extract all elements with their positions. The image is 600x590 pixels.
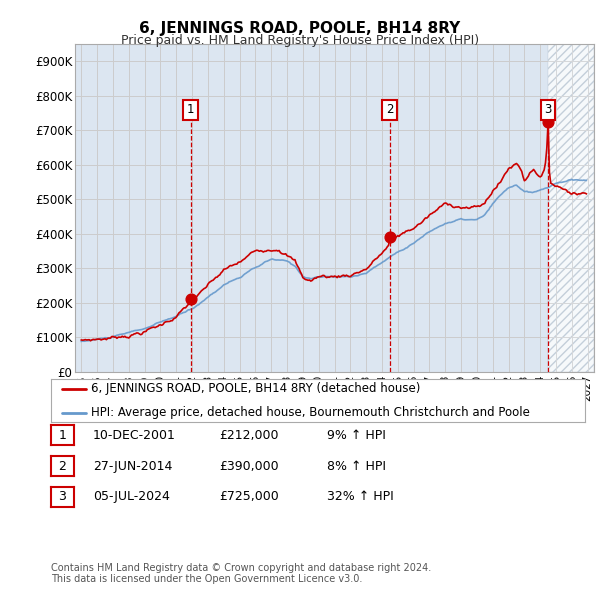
Text: £212,000: £212,000 [219,429,278,442]
Text: 3: 3 [545,103,552,116]
Text: 9% ↑ HPI: 9% ↑ HPI [327,429,386,442]
Point [385,232,395,242]
Text: 1: 1 [187,103,194,116]
Text: Price paid vs. HM Land Registry's House Price Index (HPI): Price paid vs. HM Land Registry's House … [121,34,479,47]
Text: 2: 2 [58,460,67,473]
Text: 2: 2 [386,103,394,116]
Text: 27-JUN-2014: 27-JUN-2014 [93,460,172,473]
Text: £390,000: £390,000 [219,460,278,473]
Text: Contains HM Land Registry data © Crown copyright and database right 2024.: Contains HM Land Registry data © Crown c… [51,563,431,573]
Bar [548,44,594,372]
Text: 32% ↑ HPI: 32% ↑ HPI [327,490,394,503]
Bar [548,44,594,372]
Text: £725,000: £725,000 [219,490,279,503]
Text: 1: 1 [58,429,67,442]
Text: 6, JENNINGS ROAD, POOLE, BH14 8RY (detached house): 6, JENNINGS ROAD, POOLE, BH14 8RY (detac… [91,382,421,395]
Text: 3: 3 [58,490,67,503]
Bar [191,44,390,372]
Bar [548,44,594,372]
Text: 05-JUL-2024: 05-JUL-2024 [93,490,170,503]
Point [186,294,196,303]
Text: 10-DEC-2001: 10-DEC-2001 [93,429,176,442]
Text: This data is licensed under the Open Government Licence v3.0.: This data is licensed under the Open Gov… [51,574,362,584]
Text: 6, JENNINGS ROAD, POOLE, BH14 8RY: 6, JENNINGS ROAD, POOLE, BH14 8RY [139,21,461,35]
Point [544,117,553,126]
Text: HPI: Average price, detached house, Bournemouth Christchurch and Poole: HPI: Average price, detached house, Bour… [91,406,530,419]
Text: 8% ↑ HPI: 8% ↑ HPI [327,460,386,473]
